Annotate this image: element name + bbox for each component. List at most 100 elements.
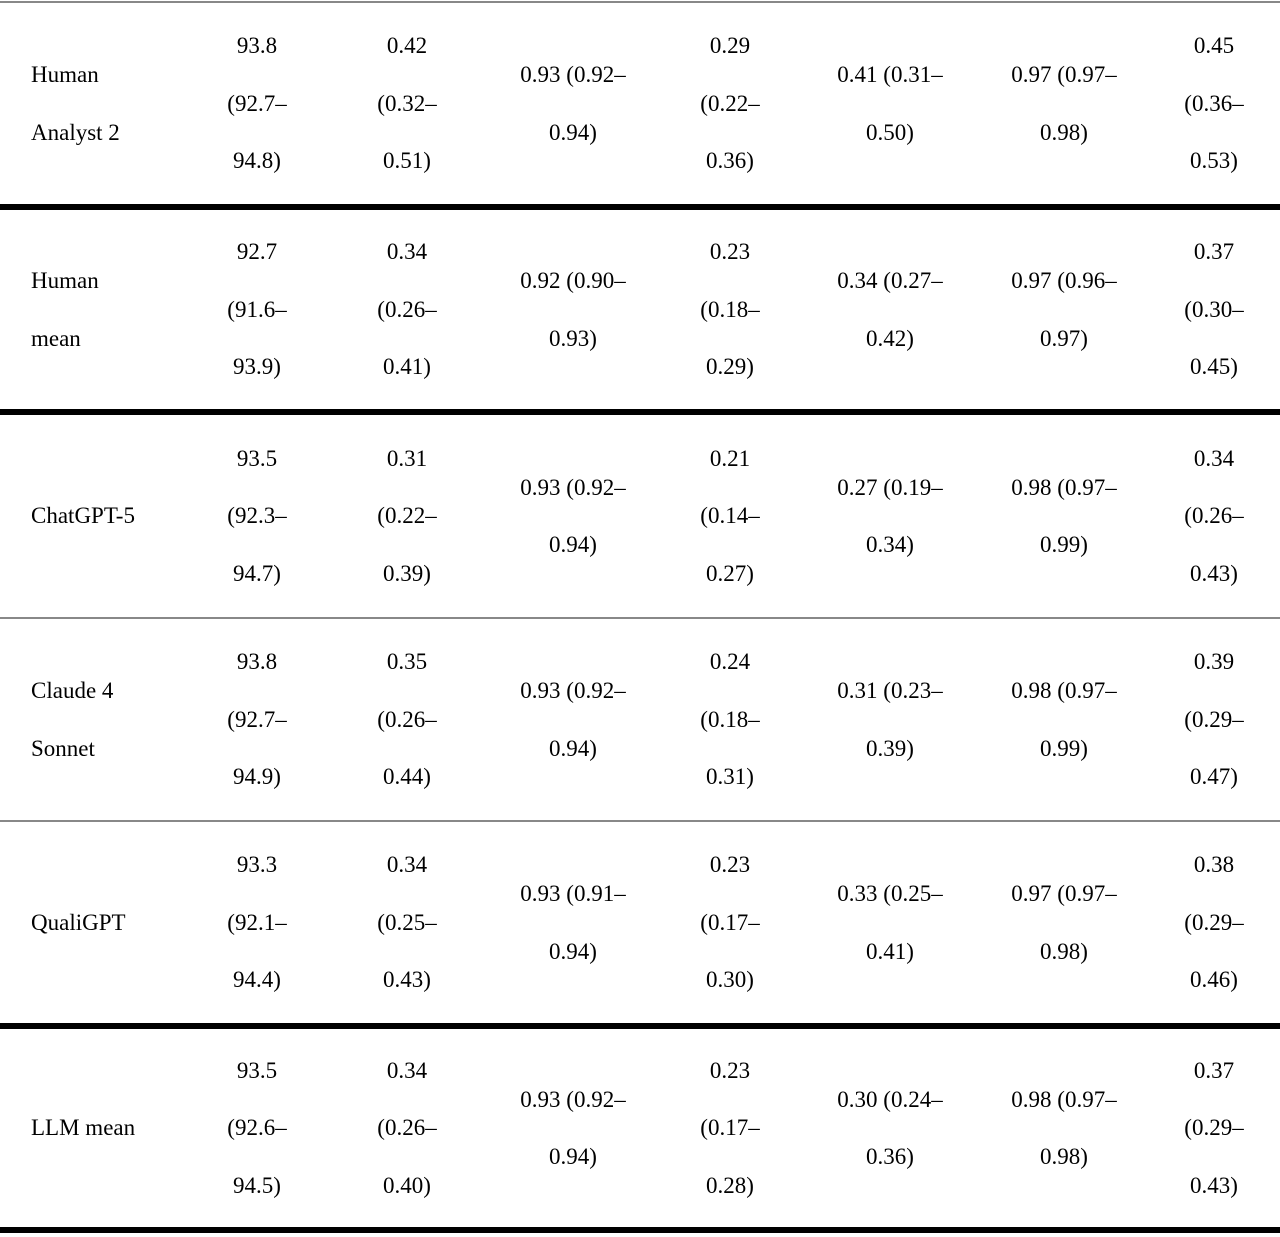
table-cell: 0.93 (0.91– 0.94) (488, 822, 658, 1023)
cell-value-line: 0.94) (549, 1144, 597, 1169)
table-cell: 93.3 (92.1– 94.4) (172, 822, 342, 1023)
table-cell: 0.97 (0.97– 0.98) (979, 822, 1149, 1023)
cell-value-line: 0.31) (706, 764, 754, 790)
cell-value-line: 0.34) (866, 532, 914, 557)
cell-value-line: 0.51) (383, 148, 431, 174)
cell-value-line: 94.4) (233, 967, 281, 993)
cell-value-line: 0.98) (1040, 938, 1088, 964)
cell-value-line: 0.31 (0.23– (837, 678, 943, 703)
cell-value-line: 0.38 (1193, 852, 1235, 878)
cell-value-line: 0.36) (706, 148, 754, 174)
table-cell: 0.34 (0.26– 0.40) (322, 1029, 492, 1227)
cell-value-line: 0.99) (1040, 735, 1088, 761)
table-cell: 0.31 (0.23– 0.39) (805, 619, 975, 820)
cell-value-line: 0.30 (0.24– (837, 1086, 943, 1112)
table-cell: 0.38 (0.29– 0.46) (1129, 822, 1280, 1023)
cell-value-line: 0.94) (549, 532, 597, 557)
table-row: Claude 4 Sonnet 93.8 (92.7– 94.9) 0.35 (0.26– 0… (0, 619, 1280, 820)
table-cell: 0.98 (0.97– 0.99) (979, 619, 1149, 820)
cell-value-line: 0.53) (1190, 148, 1238, 174)
table-cell: 0.31 (0.22– 0.39) (322, 415, 492, 617)
cell-value-line: (0.29– (1184, 706, 1244, 732)
table-row: ChatGPT-5 93.5 (92.3– 94.7) 0.31 (0.22– 0.39) 0… (0, 415, 1280, 617)
cell-value-line: 0.41) (866, 938, 914, 964)
cell-value-line: 94.9) (233, 764, 281, 790)
cell-value-line: 94.5) (233, 1172, 281, 1198)
cell-value-line: 0.39 (1193, 649, 1235, 675)
row-label-line: Analyst 2 (31, 119, 120, 145)
table-cell: 0.39 (0.29– 0.47) (1129, 619, 1280, 820)
cell-value-line: 93.5 (236, 445, 278, 471)
table-cell: 0.42 (0.32– 0.51) (322, 3, 492, 204)
cell-value-line: 0.23 (709, 1057, 751, 1083)
cell-value-line: 0.92 (0.90– (520, 268, 626, 293)
cell-value-line: (0.17– (700, 1115, 760, 1141)
table-cell: 0.29 (0.22– 0.36) (645, 3, 815, 204)
table-cell: 93.8 (92.7– 94.8) (172, 3, 342, 204)
table-row: QualiGPT 93.3 (92.1– 94.4) 0.34 (0.25– 0.43) 0.… (0, 822, 1280, 1023)
table-cell: 0.27 (0.19– 0.34) (805, 415, 975, 617)
cell-value-line: 0.93 (0.92– (520, 1086, 626, 1112)
cell-value-line: 0.23 (709, 852, 751, 878)
table-cell: 93.8 (92.7– 94.9) (172, 619, 342, 820)
cell-value-line: 0.42) (866, 325, 914, 351)
table-rule (0, 409, 1280, 415)
table-cell: 0.34 (0.25– 0.43) (322, 822, 492, 1023)
table-cell: 0.37 (0.29– 0.43) (1129, 1029, 1280, 1227)
cell-value-line: 0.41) (383, 354, 431, 380)
cell-value-line: (91.6– (227, 296, 287, 322)
cell-value-line: 0.34 (386, 1057, 428, 1083)
cell-value-line: (0.22– (377, 503, 437, 529)
table-cell: 0.21 (0.14– 0.27) (645, 415, 815, 617)
cell-value-line: 0.98 (0.97– (1011, 678, 1117, 703)
cell-value-line: 0.45) (1190, 354, 1238, 380)
cell-value-line: 0.46) (1190, 967, 1238, 993)
cell-value-line: (92.1– (227, 909, 287, 935)
cell-value-line: (0.29– (1184, 1115, 1244, 1141)
table-cell: 0.93 (0.92– 0.94) (488, 619, 658, 820)
cell-value-line: 0.37 (1193, 239, 1235, 265)
row-label: LLM mean (31, 1029, 135, 1227)
cell-value-line: 0.23 (709, 239, 751, 265)
table-cell: 0.33 (0.25– 0.41) (805, 822, 975, 1023)
table-cell: 93.5 (92.6– 94.5) (172, 1029, 342, 1227)
row-label: Human Analyst 2 (31, 3, 120, 204)
cell-value-line: (92.6– (227, 1115, 287, 1141)
table-cell: 0.34 (0.26– 0.41) (322, 210, 492, 409)
cell-value-line: 0.34 (0.27– (837, 268, 943, 293)
cell-value-line: 0.28) (706, 1172, 754, 1198)
cell-value-line: 0.39) (383, 560, 431, 586)
cell-value-line: 0.47) (1190, 764, 1238, 790)
table-cell: 0.37 (0.30– 0.45) (1129, 210, 1280, 409)
cell-value-line: (0.18– (700, 296, 760, 322)
table-cell: 0.34 (0.27– 0.42) (805, 210, 975, 409)
table-cell: 0.45 (0.36– 0.53) (1129, 3, 1280, 204)
cell-value-line: 93.9) (233, 354, 281, 380)
cell-value-line: (0.26– (377, 296, 437, 322)
cell-value-line: 0.44) (383, 764, 431, 790)
cell-value-line: 0.33 (0.25– (837, 881, 943, 906)
row-label-line: LLM mean (31, 1115, 136, 1141)
cell-value-line: (0.26– (377, 706, 437, 732)
cell-value-line: 0.93 (0.92– (520, 474, 626, 500)
cell-value-line: 0.94) (549, 938, 597, 964)
cell-value-line: 0.31 (386, 445, 428, 471)
cell-value-line: 0.34 (1193, 445, 1235, 471)
cell-value-line: 0.98) (1040, 119, 1088, 145)
table-cell: 92.7 (91.6– 93.9) (172, 210, 342, 409)
cell-value-line: (92.7– (227, 706, 287, 732)
cell-value-line: 93.5 (236, 1057, 278, 1083)
table-cell: 0.35 (0.26– 0.44) (322, 619, 492, 820)
cell-value-line: 94.8) (233, 148, 281, 174)
row-label-line: ChatGPT-5 (31, 503, 135, 529)
cell-value-line: 0.43) (1190, 1172, 1238, 1198)
row-label: ChatGPT-5 (31, 415, 135, 617)
cell-value-line: 0.36) (866, 1144, 914, 1169)
row-label-line: Claude 4 (31, 678, 114, 703)
cell-value-line: 0.29 (709, 33, 751, 59)
row-label: QualiGPT (31, 822, 126, 1023)
cell-value-line: 0.41 (0.31– (837, 62, 943, 87)
table-cell: 0.93 (0.92– 0.94) (488, 3, 658, 204)
cell-value-line: 0.93 (0.91– (520, 881, 626, 906)
cell-value-line: 92.7 (236, 239, 278, 265)
